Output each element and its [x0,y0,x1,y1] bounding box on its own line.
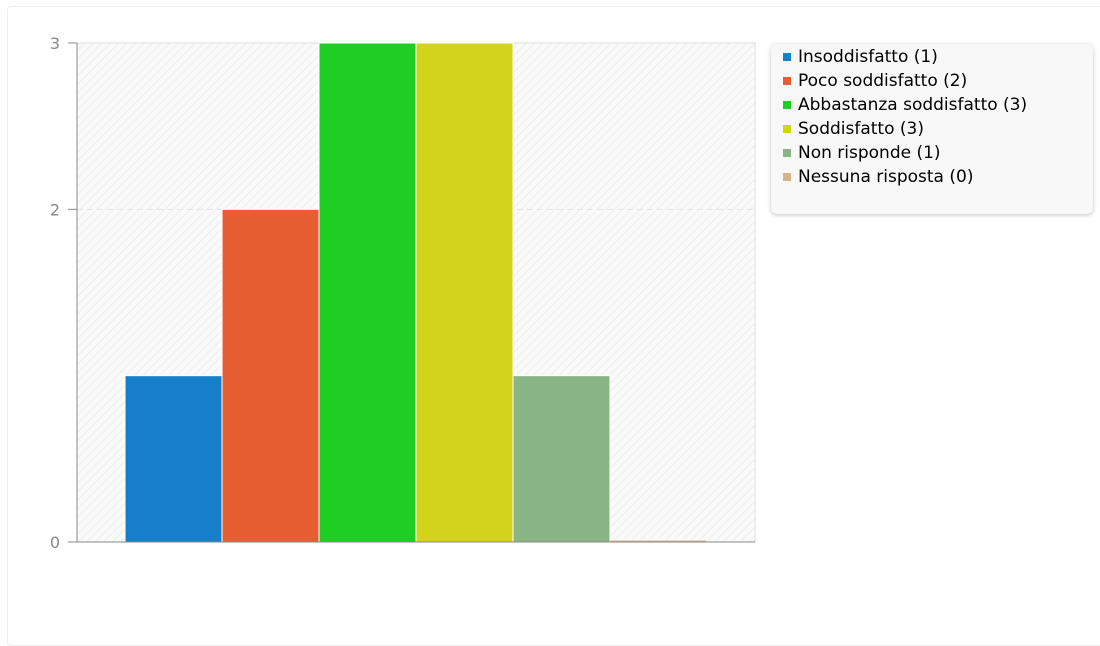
bar-chart: 0 2 3 [50,34,756,552]
legend-label: Abbastanza soddisfatto (3) [798,95,1028,115]
legend-swatch [783,173,791,181]
bar-1[interactable] [124,375,223,543]
legend-swatch [783,77,791,85]
legend-item[interactable]: Soddisfatto (3) [783,117,1093,141]
y-tick-label: 2 [50,200,60,219]
legend-label: Nessuna risposta (0) [798,167,974,187]
legend-label: Poco soddisfatto (2) [798,71,968,91]
legend-item[interactable]: Non risponde (1) [783,141,1093,165]
bars [124,42,708,543]
y-axis: 0 2 3 [50,34,755,552]
bar-3[interactable] [318,42,417,543]
bar-4[interactable] [415,42,514,543]
legend: Insoddisfatto (1) Poco soddisfatto (2) Abb… [771,44,1093,214]
legend-item[interactable]: Abbastanza soddisfatto (3) [783,93,1093,117]
legend-label: Insoddisfatto (1) [798,47,938,67]
legend-label: Non risponde (1) [798,143,941,163]
bar-2[interactable] [221,208,320,543]
bar-5[interactable] [512,375,611,543]
legend-swatch [783,101,791,109]
legend-swatch [783,53,791,61]
legend-label: Soddisfatto (3) [798,119,924,139]
legend-swatch [783,125,791,133]
y-tick-label: 3 [50,34,60,53]
y-tick-label: 0 [50,533,60,552]
legend-swatch [783,149,791,157]
legend-item[interactable]: Nessuna risposta (0) [783,165,1093,189]
legend-item[interactable]: Poco soddisfatto (2) [783,69,1093,93]
legend-item[interactable]: Insoddisfatto (1) [783,45,1093,69]
